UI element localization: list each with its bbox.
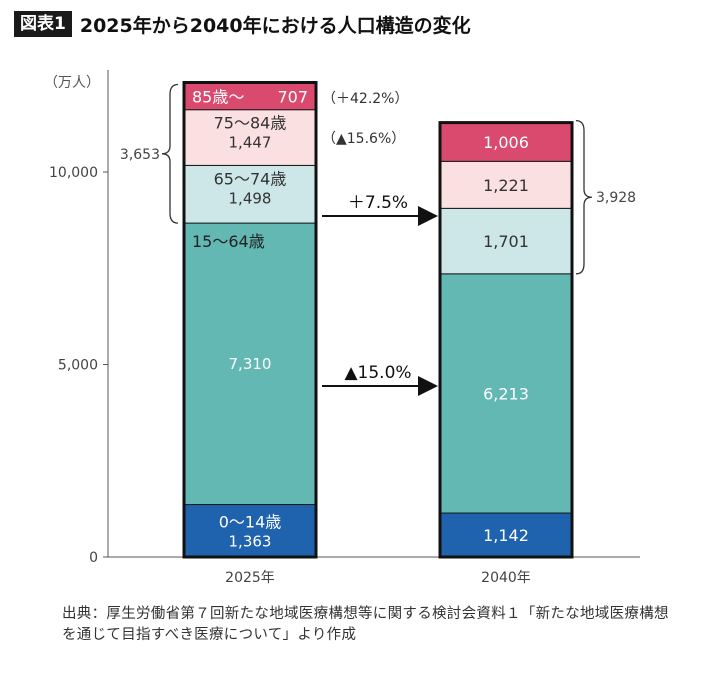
data-label: 1,701	[483, 232, 529, 251]
change-75-84: （▲15.6%）	[322, 131, 405, 147]
bar-segment	[183, 222, 317, 506]
y-tick-label: 5,000	[58, 358, 98, 374]
data-label: 1,447	[229, 134, 272, 152]
bar-segment	[183, 81, 317, 111]
data-label: 1,363	[229, 533, 272, 551]
right-brace	[575, 119, 593, 275]
bar-segment	[183, 504, 317, 558]
x-tick-label: 2025年	[225, 570, 275, 586]
data-label: 6,213	[483, 384, 529, 403]
bar-outline	[182, 80, 318, 559]
data-label: 1,498	[229, 189, 272, 207]
data-label: 7,310	[229, 355, 272, 373]
total-65plus-2040: 3,928	[596, 190, 636, 206]
change-85plus: （＋42.2%）	[322, 91, 408, 107]
segment-label: 0〜14歳	[219, 513, 282, 532]
bar-segment	[439, 273, 573, 514]
bar-segment	[439, 122, 573, 162]
x-tick-label: 2040年	[481, 570, 531, 586]
data-label: 1,006	[483, 133, 529, 152]
source-note: 出典：厚生労働省第７回新たな地域医療構想等に関する検討会資料１「新たな地域医療構…	[62, 606, 669, 643]
chart-title-row: 図表1 2025年から2040年における人口構造の変化	[14, 10, 471, 38]
bar-segment	[183, 109, 317, 166]
figure-badge: 図表1	[14, 11, 72, 37]
segment-label: 65〜74歳	[214, 169, 287, 188]
y-tick-label: 0	[89, 550, 98, 566]
change-65plus: ＋7.5%	[348, 193, 408, 213]
left-brace	[161, 83, 179, 224]
total-65plus-2025: 3,653	[120, 147, 160, 163]
change-15-64: ▲15.0%	[344, 363, 411, 383]
y-axis-unit: （万人）	[44, 75, 100, 91]
chart-title: 2025年から2040年における人口構造の変化	[79, 14, 471, 37]
data-label: 1,142	[483, 526, 529, 545]
segment-label: 75〜84歳	[214, 114, 287, 133]
y-tick-label: 10,000	[49, 165, 98, 181]
data-label: 707	[277, 87, 308, 106]
data-label: 1,221	[483, 176, 529, 195]
segment-label: 15〜64歳	[192, 232, 265, 251]
bar-outline	[438, 121, 574, 559]
segment-label: 85歳〜	[192, 87, 244, 106]
